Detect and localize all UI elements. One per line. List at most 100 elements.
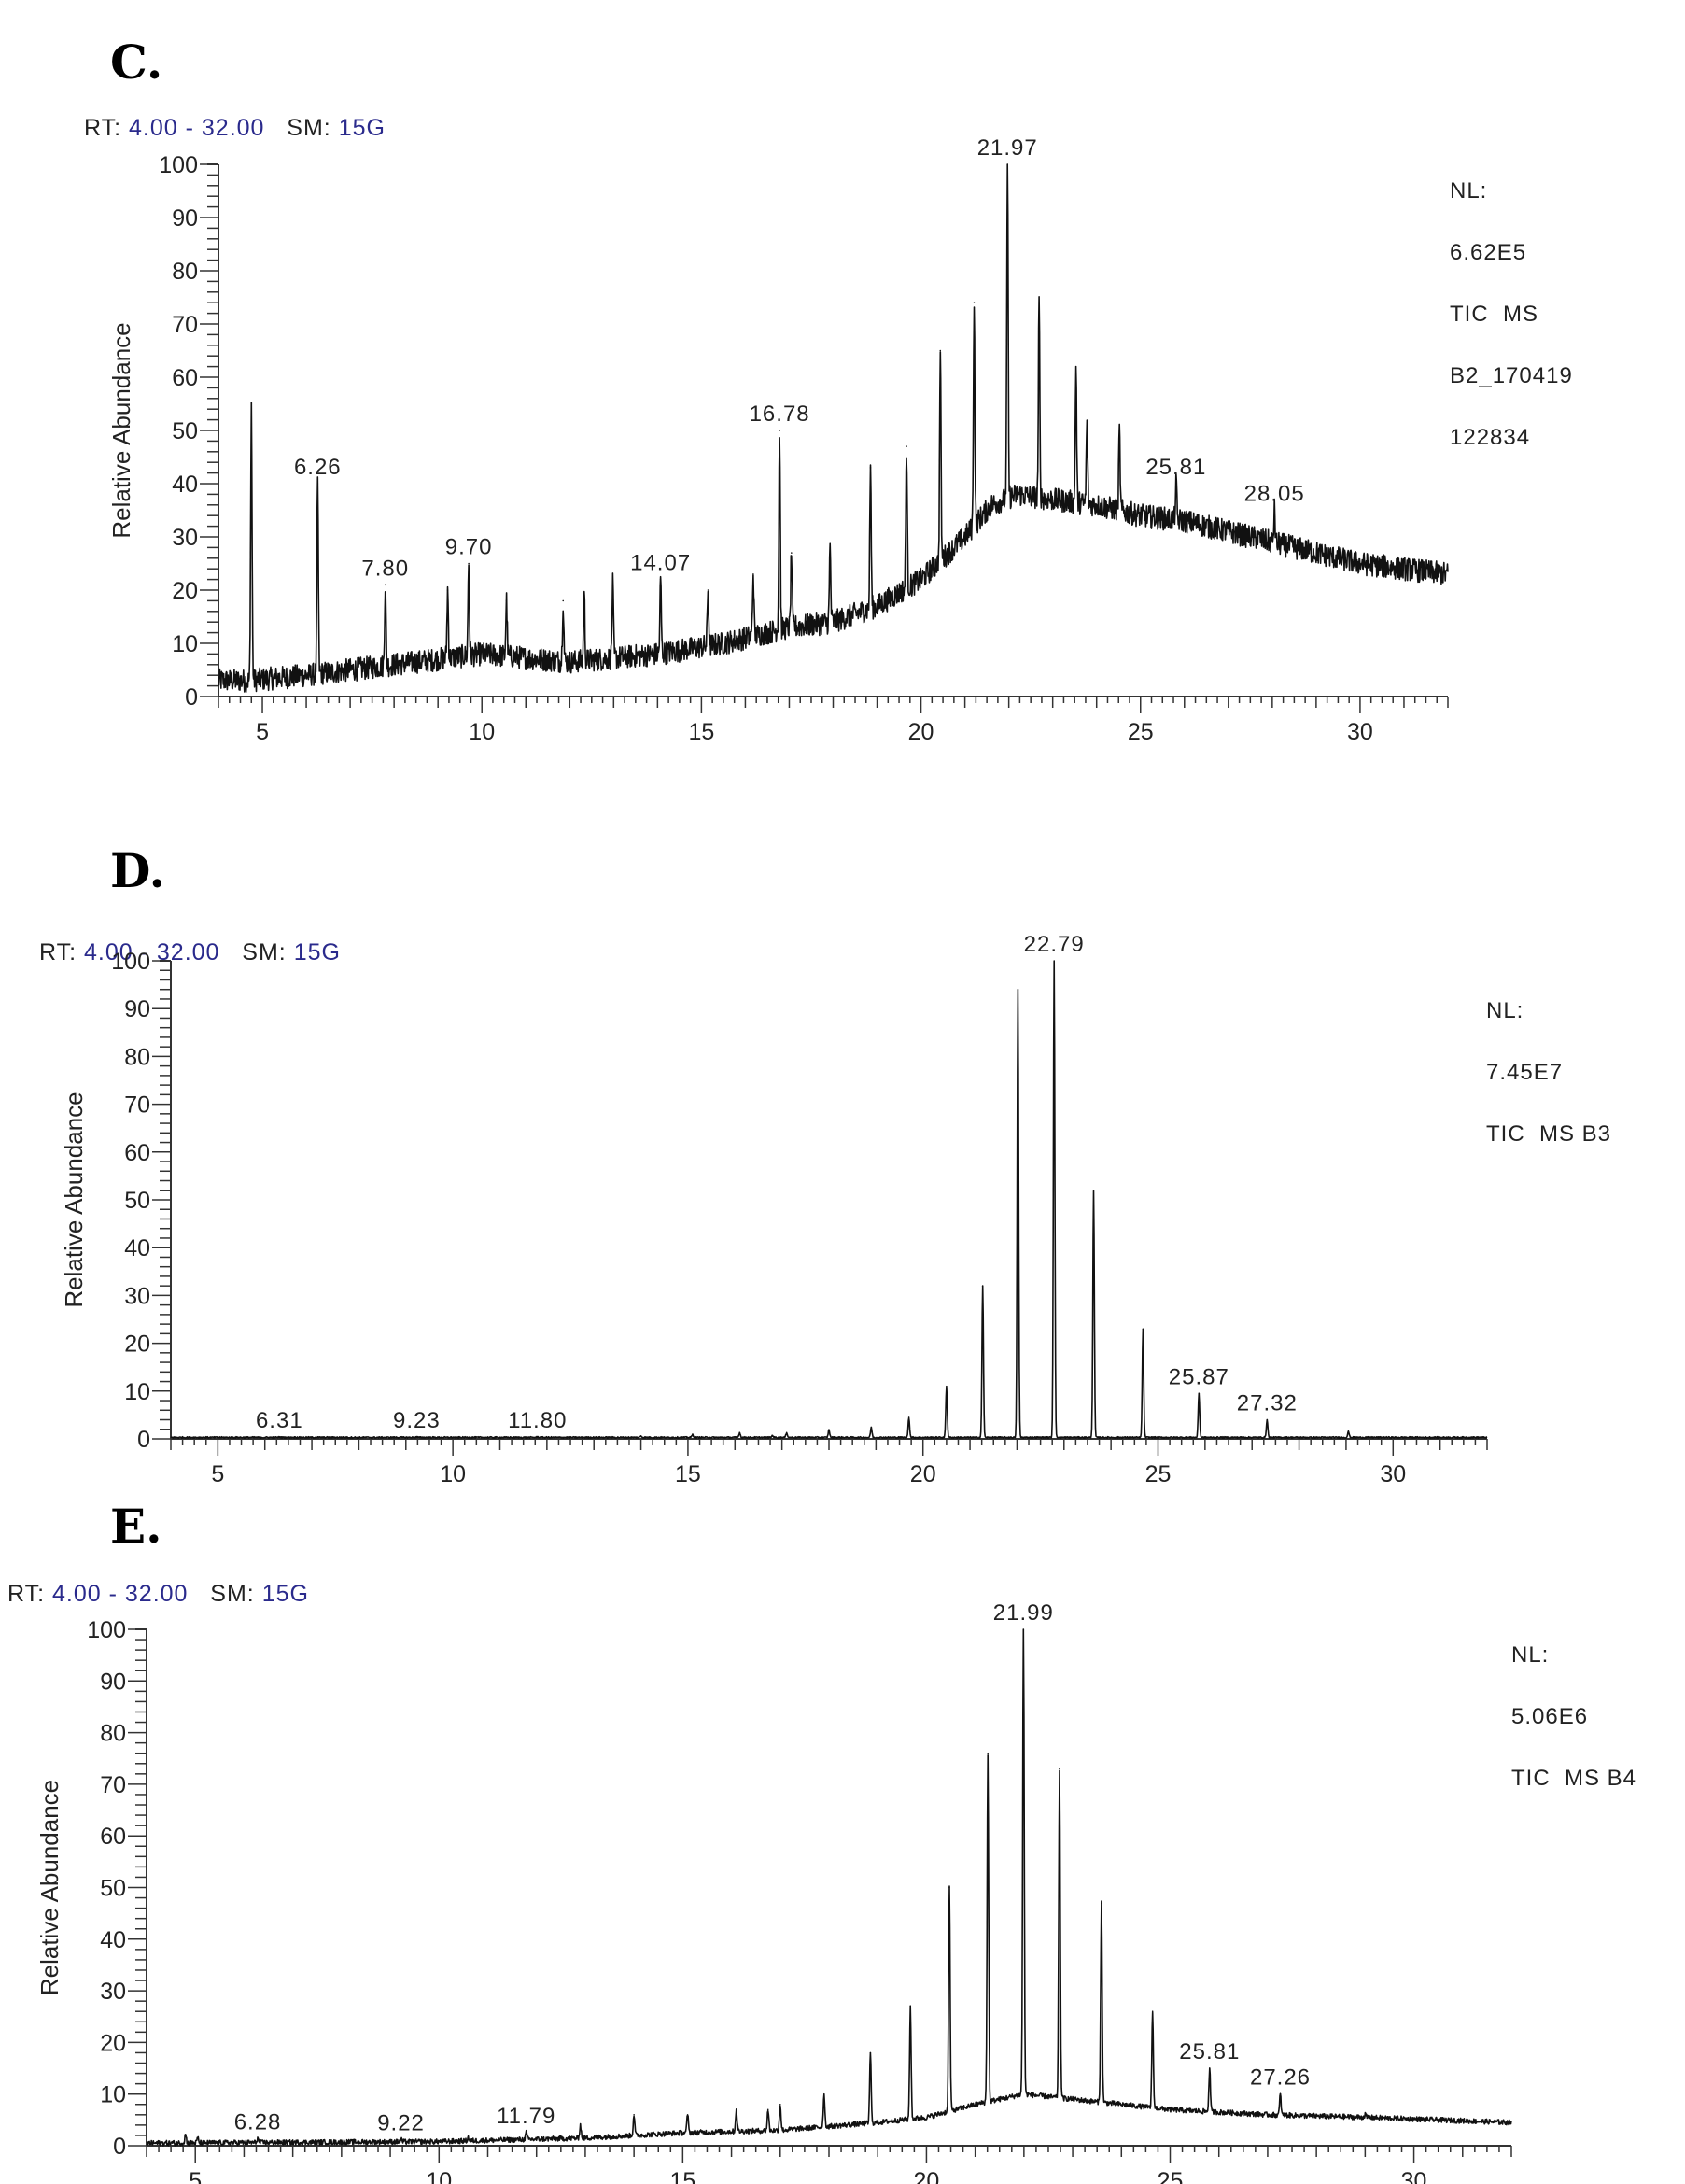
peak-apex xyxy=(1101,1902,1102,1904)
nl-line: NL: xyxy=(1450,178,1488,204)
y-tick-label: 50 xyxy=(124,1188,150,1214)
peak-apex xyxy=(1053,960,1056,962)
y-axis-title: Relative Abundance xyxy=(60,1092,88,1307)
peak-apex xyxy=(633,2114,635,2116)
nl-line: 122834 xyxy=(1450,425,1531,450)
peak-apex xyxy=(468,562,470,565)
peak-apex xyxy=(1086,424,1088,427)
y-tick-label: 10 xyxy=(100,2082,126,2108)
peak-apex xyxy=(415,1436,418,1438)
rt-header-d: RT: 4.00 - 32.00 SM: 15G xyxy=(39,941,341,965)
y-tick-label: 60 xyxy=(100,1824,126,1850)
peak-label: 22.79 xyxy=(1024,932,1085,957)
chart-d: 0 10 20 30 40 50 60 70 80 90 100 Relative Abundance… xyxy=(60,932,1488,1487)
sm-prefix: SM: xyxy=(287,115,331,141)
peak-apex xyxy=(946,1385,948,1388)
tic-trace xyxy=(218,163,1449,694)
nl-line: 5.06E6 xyxy=(1511,1704,1589,1729)
x-tick-label: 30 xyxy=(1347,719,1373,745)
peak-label: 27.26 xyxy=(1250,2065,1311,2091)
peak-apex xyxy=(1273,509,1276,512)
peak-apex xyxy=(250,402,253,405)
y-tick-label: 70 xyxy=(100,1772,126,1798)
peak-label: 21.97 xyxy=(977,135,1038,161)
y-tick-label: 100 xyxy=(111,949,150,975)
peak-apex xyxy=(467,2136,470,2138)
nl-info-c: NL: 6.62E5 TIC MS B2_170419 122834 xyxy=(1450,140,1573,469)
peak-apex xyxy=(779,2103,781,2106)
peak-apex xyxy=(1198,1392,1201,1395)
peak-apex xyxy=(400,2138,402,2141)
peak-apex xyxy=(1208,2067,1211,2069)
peak-label: 25.87 xyxy=(1169,1364,1229,1389)
peak-apex xyxy=(906,445,907,447)
x-tick-label: 25 xyxy=(1145,1461,1172,1487)
peak-apex xyxy=(939,349,942,352)
nl-line: NL: xyxy=(1486,998,1524,1023)
y-tick-label: 20 xyxy=(124,1332,150,1358)
y-tick-label: 80 xyxy=(172,259,198,285)
rt-prefix: RT: xyxy=(7,1581,46,1607)
chart-c: 0 10 20 30 40 50 60 70 80 90 100 Relative Abundance… xyxy=(107,135,1449,745)
peak-apex xyxy=(1151,2010,1154,2013)
tic-trace xyxy=(170,960,1488,1439)
sm-value: 15G xyxy=(293,939,341,965)
peak-apex xyxy=(659,578,662,581)
peak-apex xyxy=(579,2124,582,2126)
peak-apex xyxy=(1038,302,1040,304)
peak-label: 6.31 xyxy=(256,1408,303,1433)
peak-label: 7.80 xyxy=(361,556,409,581)
peak-apex xyxy=(909,2005,911,2008)
peak-apex xyxy=(639,1435,642,1437)
y-tick-label: 40 xyxy=(100,1927,126,1953)
peak-apex xyxy=(707,589,709,591)
peak-label: 9.23 xyxy=(393,1408,441,1433)
peak-apex xyxy=(907,1416,910,1418)
y-tick-label: 80 xyxy=(100,1721,126,1747)
x-tick-label: 15 xyxy=(675,1461,701,1487)
peak-apex xyxy=(1006,163,1009,165)
peak-apex xyxy=(384,584,386,586)
y-tick-label: 90 xyxy=(100,1669,126,1695)
peak-apex xyxy=(829,546,832,549)
panel-label-d: D. xyxy=(110,843,165,898)
peak-label: 6.28 xyxy=(234,2109,282,2135)
nl-info-e: NL: 5.06E6 TIC MS B4 xyxy=(1511,1604,1685,1810)
y-tick-label: 100 xyxy=(159,152,198,178)
y-tick-label: 30 xyxy=(100,1979,126,2005)
y-tick-label: 70 xyxy=(172,312,198,338)
y-tick-label: 90 xyxy=(172,205,198,232)
peak-apex xyxy=(869,2051,872,2054)
peak-apex xyxy=(1175,483,1177,485)
peak-label: 21.99 xyxy=(993,1600,1054,1626)
peak-apex xyxy=(316,483,319,485)
y-tick-label: 10 xyxy=(124,1379,150,1405)
x-tick-label: 5 xyxy=(256,719,269,745)
peak-apex xyxy=(197,2136,199,2139)
peak-apex xyxy=(785,1431,788,1434)
x-tick-label: 15 xyxy=(688,719,714,745)
y-tick-label: 40 xyxy=(124,1235,150,1261)
peak-apex xyxy=(1022,1628,1025,1630)
peak-apex xyxy=(446,589,449,591)
peak-apex xyxy=(1347,1430,1350,1433)
peak-apex xyxy=(536,1436,539,1438)
panel-label-c: C. xyxy=(110,35,163,90)
rt-header-c: RT: 4.00 - 32.00 SM: 15G xyxy=(84,117,386,140)
tic-trace xyxy=(146,1628,1512,2147)
x-tick-label: 30 xyxy=(1380,1461,1406,1487)
peak-apex xyxy=(987,1752,990,1754)
peak-apex xyxy=(1017,988,1019,991)
peak-apex xyxy=(505,599,508,602)
rt-header-e: RT: 4.00 - 32.00 SM: 15G xyxy=(7,1583,309,1606)
y-axis-title: Relative Abundance xyxy=(107,322,135,538)
peak-apex xyxy=(752,573,754,575)
peak-apex xyxy=(1074,365,1077,368)
peak-label: 9.70 xyxy=(445,535,493,560)
peak-apex xyxy=(184,2134,187,2135)
y-tick-label: 50 xyxy=(172,418,198,444)
peak-apex xyxy=(611,584,614,586)
nl-line: B2_170419 xyxy=(1450,363,1573,388)
peak-apex xyxy=(869,467,872,469)
peak-apex xyxy=(525,2132,527,2134)
